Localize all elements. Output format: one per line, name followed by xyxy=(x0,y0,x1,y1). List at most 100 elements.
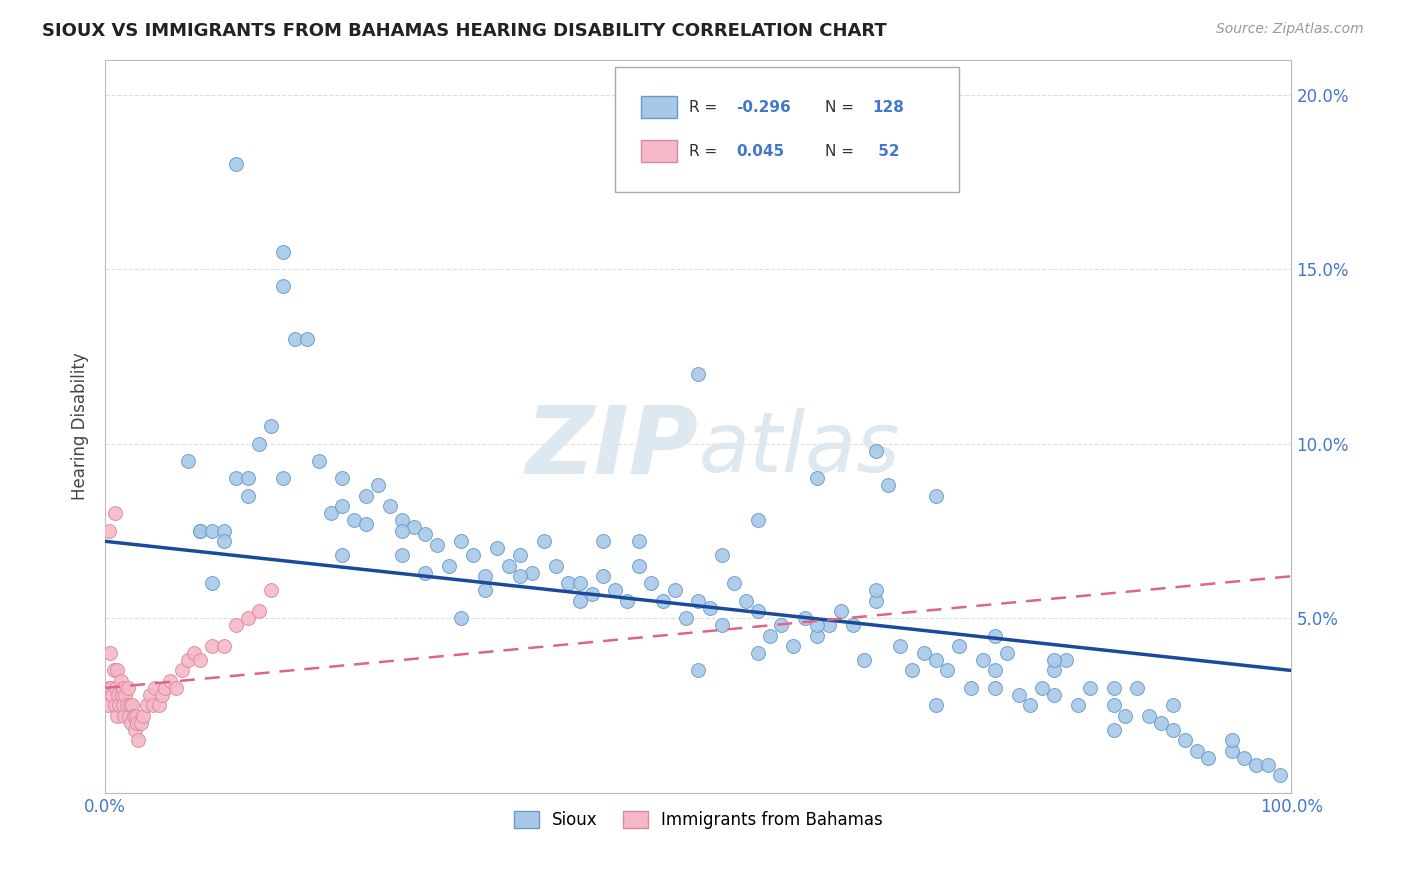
Point xyxy=(343,513,366,527)
Point xyxy=(640,576,662,591)
Point xyxy=(104,681,127,695)
Text: atlas: atlas xyxy=(699,408,900,489)
Point xyxy=(101,688,124,702)
Point xyxy=(675,611,697,625)
Point xyxy=(117,681,139,695)
Point xyxy=(108,698,131,713)
Text: 0.045: 0.045 xyxy=(737,144,785,159)
Point xyxy=(107,688,129,702)
Point xyxy=(402,520,425,534)
Point xyxy=(127,733,149,747)
Point xyxy=(112,709,135,723)
Point xyxy=(770,618,793,632)
Point xyxy=(474,583,496,598)
Point xyxy=(271,244,294,259)
Point xyxy=(688,367,710,381)
Point xyxy=(284,332,307,346)
Point xyxy=(104,698,127,713)
Point xyxy=(627,558,650,573)
Point xyxy=(153,681,176,695)
Point xyxy=(236,611,259,625)
Point xyxy=(110,673,132,688)
Point xyxy=(135,698,157,713)
Point xyxy=(948,639,970,653)
Point xyxy=(354,516,377,531)
Text: 128: 128 xyxy=(873,100,904,115)
Point xyxy=(865,443,887,458)
Point xyxy=(295,332,318,346)
Point xyxy=(111,681,134,695)
FancyBboxPatch shape xyxy=(616,67,959,192)
Point xyxy=(865,583,887,598)
Point xyxy=(509,569,531,583)
Text: 52: 52 xyxy=(873,144,900,159)
Point xyxy=(201,524,224,538)
Point xyxy=(391,549,413,563)
Point xyxy=(132,709,155,723)
Point xyxy=(415,527,437,541)
Legend: Sioux, Immigrants from Bahamas: Sioux, Immigrants from Bahamas xyxy=(508,804,890,836)
Point xyxy=(664,583,686,598)
Point xyxy=(1220,744,1243,758)
Point xyxy=(557,576,579,591)
Point xyxy=(103,664,125,678)
Point xyxy=(115,698,138,713)
Point xyxy=(568,576,591,591)
Point xyxy=(711,549,734,563)
Point xyxy=(391,524,413,538)
Point xyxy=(699,600,721,615)
Point xyxy=(249,604,271,618)
Point xyxy=(354,489,377,503)
Point xyxy=(201,576,224,591)
Point xyxy=(1126,681,1149,695)
Point xyxy=(533,534,555,549)
Point xyxy=(1043,664,1066,678)
Point xyxy=(188,524,211,538)
Point xyxy=(105,664,128,678)
Point xyxy=(249,436,271,450)
Point xyxy=(877,478,900,492)
Y-axis label: Hearing Disability: Hearing Disability xyxy=(72,352,89,500)
Point xyxy=(1031,681,1053,695)
Point xyxy=(782,639,804,653)
Point xyxy=(924,653,946,667)
Point xyxy=(841,618,863,632)
Point xyxy=(104,507,127,521)
Point xyxy=(100,681,122,695)
Point xyxy=(308,454,330,468)
Point xyxy=(120,715,142,730)
Point xyxy=(924,698,946,713)
Point xyxy=(1019,698,1042,713)
Point xyxy=(616,593,638,607)
Point xyxy=(474,569,496,583)
Point xyxy=(332,500,354,514)
Point xyxy=(711,618,734,632)
Point xyxy=(853,653,876,667)
Point xyxy=(1185,744,1208,758)
Point xyxy=(1257,757,1279,772)
Point xyxy=(1078,681,1101,695)
Point xyxy=(319,507,342,521)
Point xyxy=(1197,750,1219,764)
Point xyxy=(592,534,614,549)
Point xyxy=(105,709,128,723)
Point xyxy=(183,646,205,660)
Point xyxy=(568,593,591,607)
Point xyxy=(118,709,141,723)
Point xyxy=(188,524,211,538)
Point xyxy=(522,566,544,580)
Point xyxy=(97,681,120,695)
Point xyxy=(509,549,531,563)
Point xyxy=(995,646,1018,660)
Point xyxy=(236,489,259,503)
Point xyxy=(114,688,136,702)
Point xyxy=(806,618,828,632)
Point xyxy=(1007,688,1029,702)
Text: SIOUX VS IMMIGRANTS FROM BAHAMAS HEARING DISABILITY CORRELATION CHART: SIOUX VS IMMIGRANTS FROM BAHAMAS HEARING… xyxy=(42,22,887,40)
Point xyxy=(1174,733,1197,747)
Point xyxy=(212,534,235,549)
Text: R =: R = xyxy=(689,100,721,115)
Point xyxy=(1054,653,1077,667)
Point xyxy=(111,698,134,713)
Point xyxy=(212,524,235,538)
